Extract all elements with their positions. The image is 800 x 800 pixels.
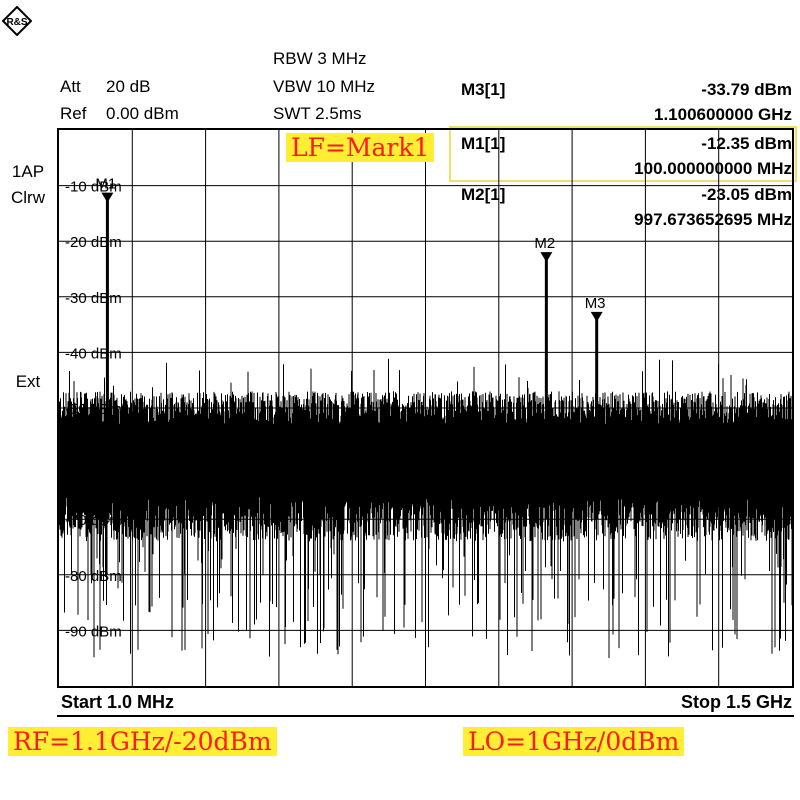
ext-ref-label: Ext [15,372,41,391]
marker-m2-name: M2[1] [461,185,506,204]
ref-label: Ref [60,104,87,123]
rbw-setting: RBW 3 MHz [273,49,367,68]
marker-m1-freq: 100.000000000 MHz [634,159,792,178]
marker-triangle-m3[interactable] [590,311,603,322]
y-tick-label: -10 dBm [65,179,122,196]
svg-text:R&S: R&S [6,17,27,28]
y-tick-label: -40 dBm [65,345,122,362]
marker-triangle-m2[interactable] [540,252,553,263]
marker-m1-name: M1[1] [461,134,506,153]
lf-annotation: LF=Mark1 [286,133,435,162]
footer-divider [57,715,794,717]
stop-frequency: Stop 1.5 GHz [680,692,792,712]
y-tick-label: -70 dBm [65,512,122,529]
marker-label-m2: M2 [534,235,555,252]
trace-clrw-label: Clrw [11,188,45,207]
ref-value: 0.00 dBm [106,104,179,123]
att-label: Att [60,77,81,96]
marker-m1-level: -12.35 dBm [701,134,792,153]
marker-m3-name: M3[1] [461,80,506,99]
spectrum-plot[interactable]: -10 dBm -20 dBm -30 dBm -40 dBm -50 dBm -60 d… [57,128,794,688]
spectrum-svg: -10 dBm -20 dBm -30 dBm -40 dBm -50 dBm -60 d… [59,130,792,686]
marker-m3-freq: 1.100600000 GHz [654,105,792,124]
y-tick-label: -20 dBm [65,234,122,251]
trace-mode-label: 1AP [11,162,45,181]
marker-m2-freq: 997.673652695 MHz [634,210,792,229]
marker-label-m1: M1 [95,176,116,193]
rohde-schwarz-logo: R&S [1,5,33,37]
vbw-setting: VBW 10 MHz [273,77,376,96]
noise-floor-trace [59,358,792,658]
y-tick-label: -90 dBm [65,623,122,640]
rf-annotation: RF=1.1GHz/-20dBm [8,727,277,756]
marker-m2-level: -23.05 dBm [701,185,792,204]
marker-m3-level: -33.79 dBm [701,80,792,99]
marker-label-m3: M3 [585,295,606,312]
att-value: 20 dB [106,77,151,96]
y-tick-label: -60 dBm [65,457,122,474]
marker-m1-highlight-box [449,126,797,182]
y-tick-label: -80 dBm [65,568,122,585]
marker-triangle-m1[interactable] [101,192,114,203]
y-tick-label: -50 dBm [65,401,122,418]
swt-setting: SWT 2.5ms [273,104,362,123]
start-frequency: Start 1.0 MHz [61,692,175,712]
y-tick-label: -30 dBm [65,290,122,307]
lo-annotation: LO=1GHz/0dBm [463,727,685,756]
